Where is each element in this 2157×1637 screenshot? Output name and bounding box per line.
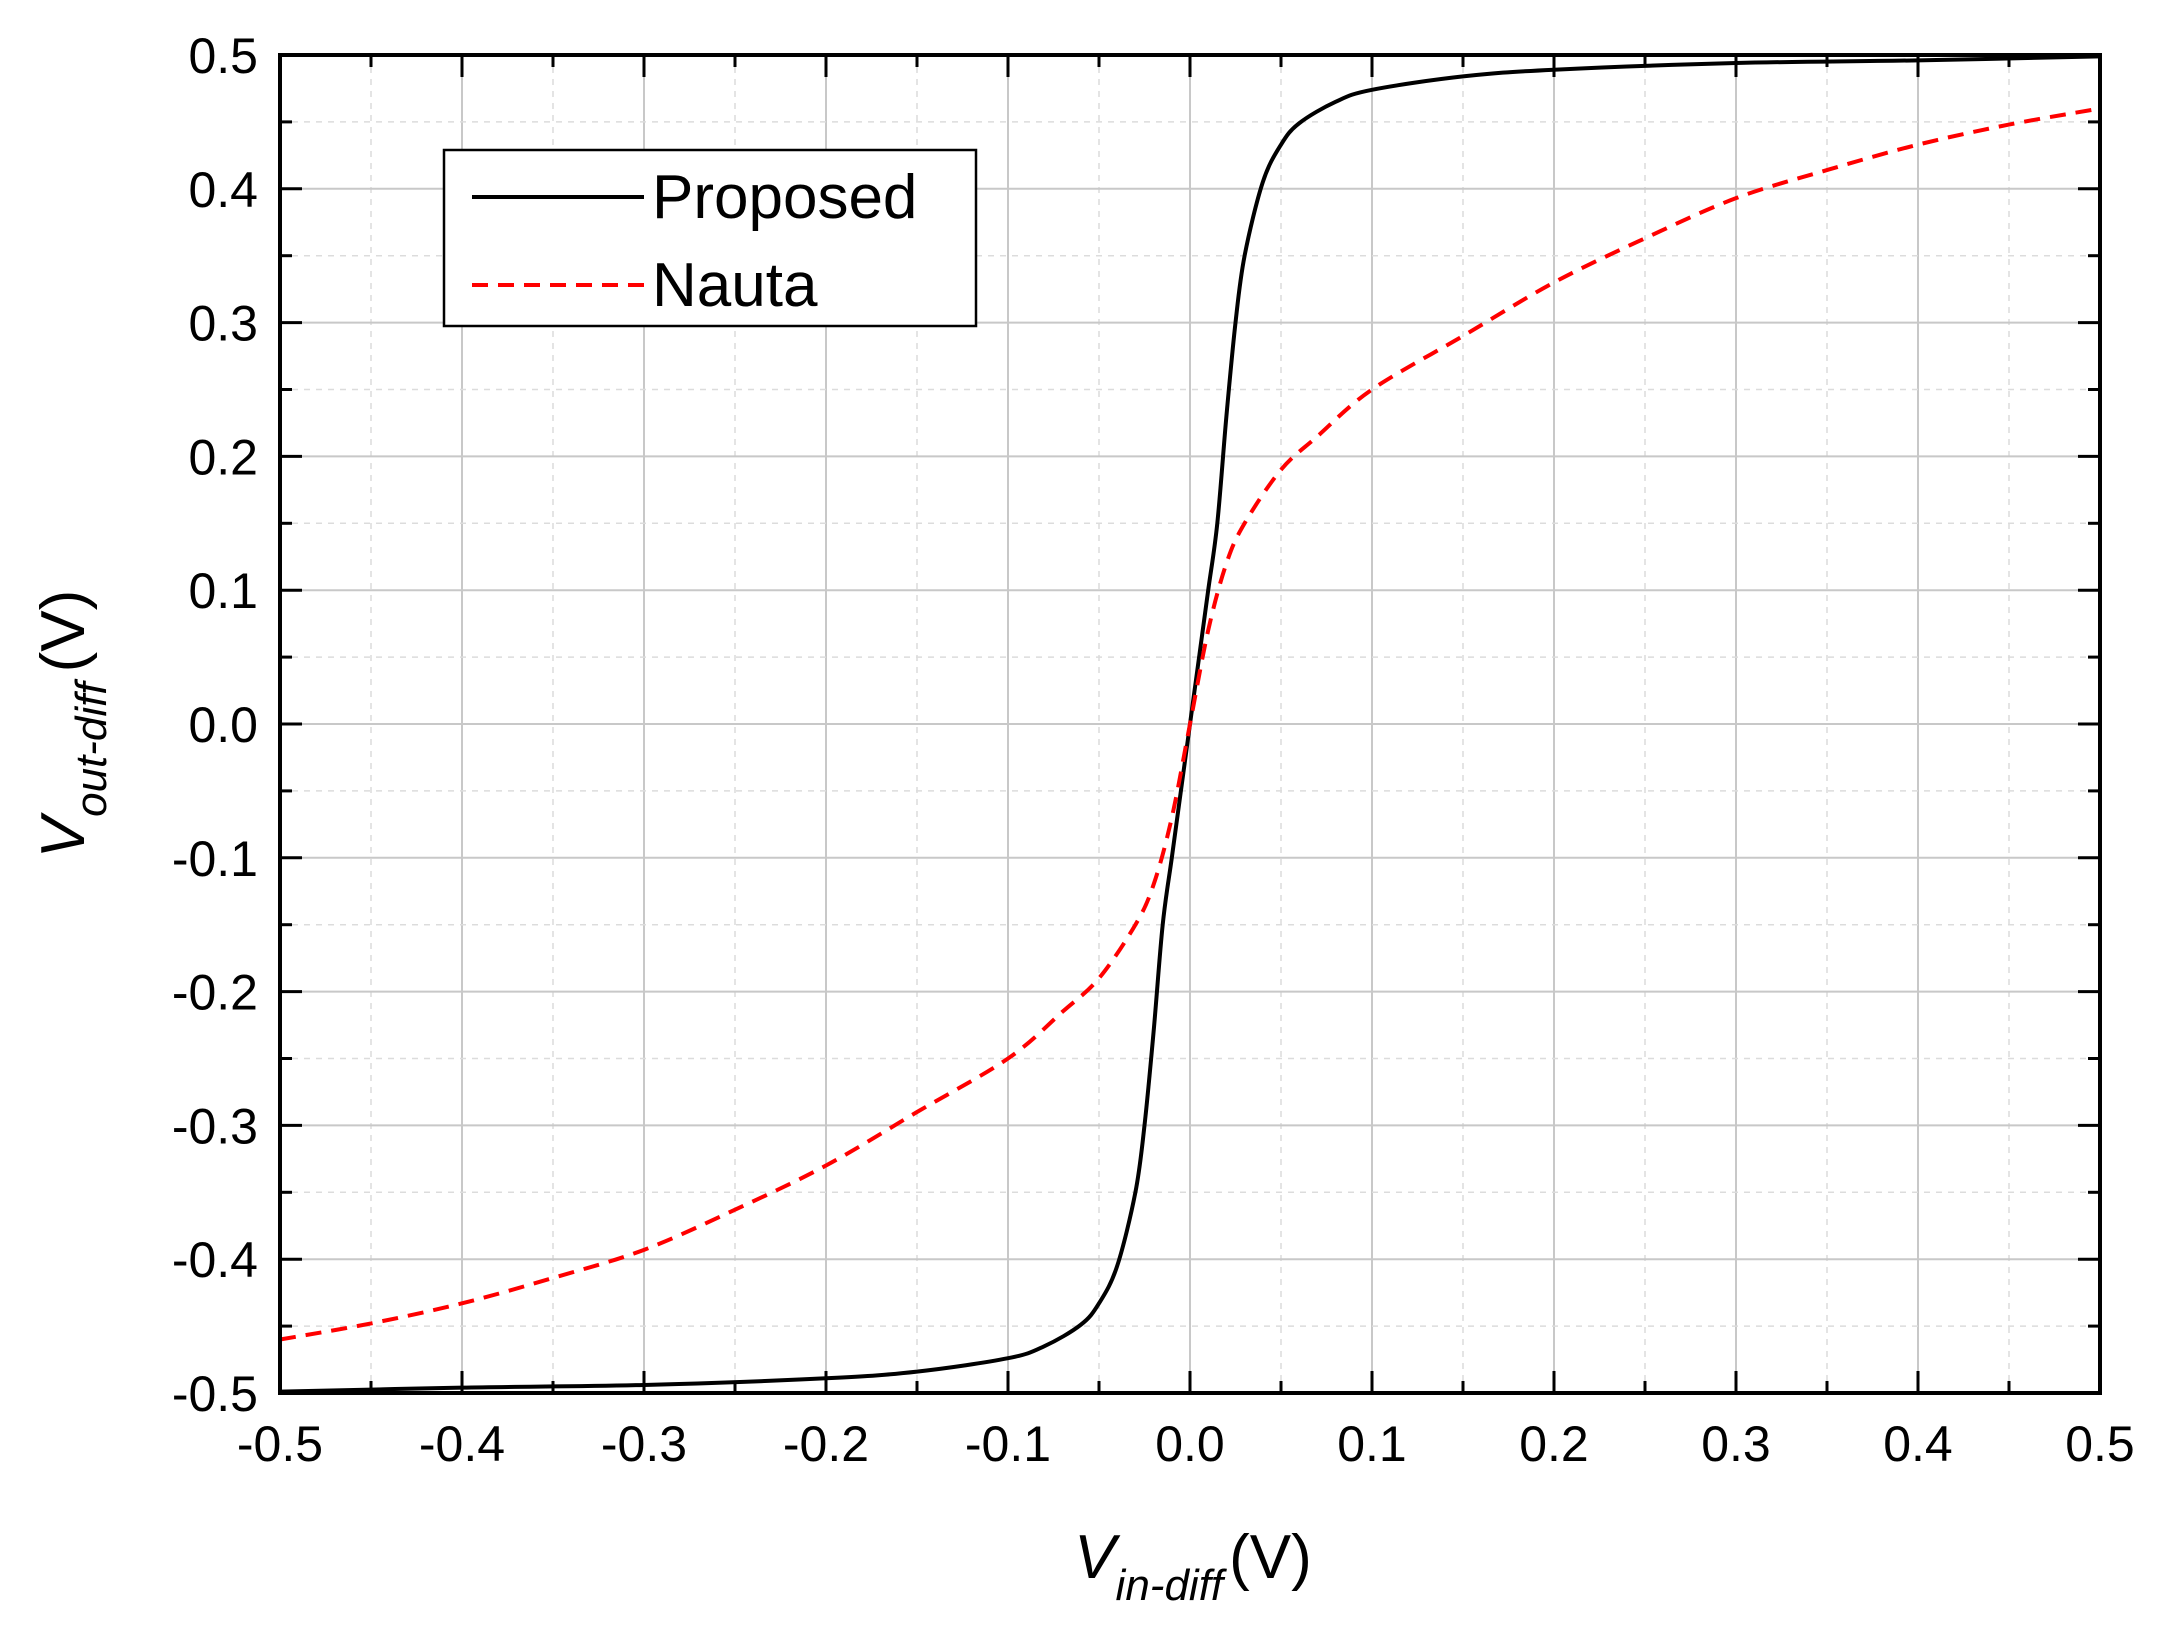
x-tick-label: 0.4 [1883,1416,1953,1472]
y-tick-label: -0.5 [172,1366,258,1422]
x-axis-title-unit: (V) [1229,1523,1312,1592]
grid [280,55,2100,1393]
legend-box [442,148,978,328]
y-tick-label: 0.3 [188,296,258,352]
x-axis-title-main: V [1074,1523,1121,1592]
ticks [278,53,2102,1395]
y-axis-title-sub: out-diff [67,678,116,817]
legend-label-nauta: Nauta [652,251,818,320]
tick-labels: -0.5 -0.4 -0.3 -0.2 -0.1 0.0 0.1 0.2 0.3 0.4 0.5 -0… [172,28,2135,1472]
y-tick-label: -0.4 [172,1232,258,1288]
series-layer [279,54,2101,1394]
y-axis-title: Vout-diff (V) [29,590,116,859]
x-tick-label: -0.3 [601,1416,687,1472]
y-tick-label: 0.4 [188,162,258,218]
y-tick-label: 0.2 [188,429,258,485]
legend-label-proposed: Proposed [652,163,917,232]
x-tick-label: -0.2 [783,1416,869,1472]
x-tick-label: 0.1 [1337,1416,1407,1472]
x-tick-label: 0.0 [1155,1416,1225,1472]
x-tick-label: 0.5 [2065,1416,2135,1472]
y-axis-title-main: V [29,811,98,858]
y-tick-label: -0.1 [172,831,258,887]
x-axis-title-sub: in-diff [1116,1561,1228,1610]
legend: Proposed Nauta [442,148,978,328]
y-tick-label: -0.3 [172,1098,258,1154]
x-tick-label: -0.4 [419,1416,505,1472]
y-tick-label: 0.5 [188,28,258,84]
y-tick-label: -0.2 [172,965,258,1021]
x-axis-title: Vin-diff(V) [1074,1523,1312,1610]
y-axis-title-unit: (V) [29,590,98,673]
x-tick-label: -0.5 [237,1416,323,1472]
x-tick-label: -0.1 [965,1416,1051,1472]
y-tick-label: 0.1 [188,563,258,619]
series-line-nauta [279,106,2101,1342]
x-tick-label: 0.3 [1701,1416,1771,1472]
x-tick-label: 0.2 [1519,1416,1589,1472]
y-tick-label: 0.0 [188,697,258,753]
